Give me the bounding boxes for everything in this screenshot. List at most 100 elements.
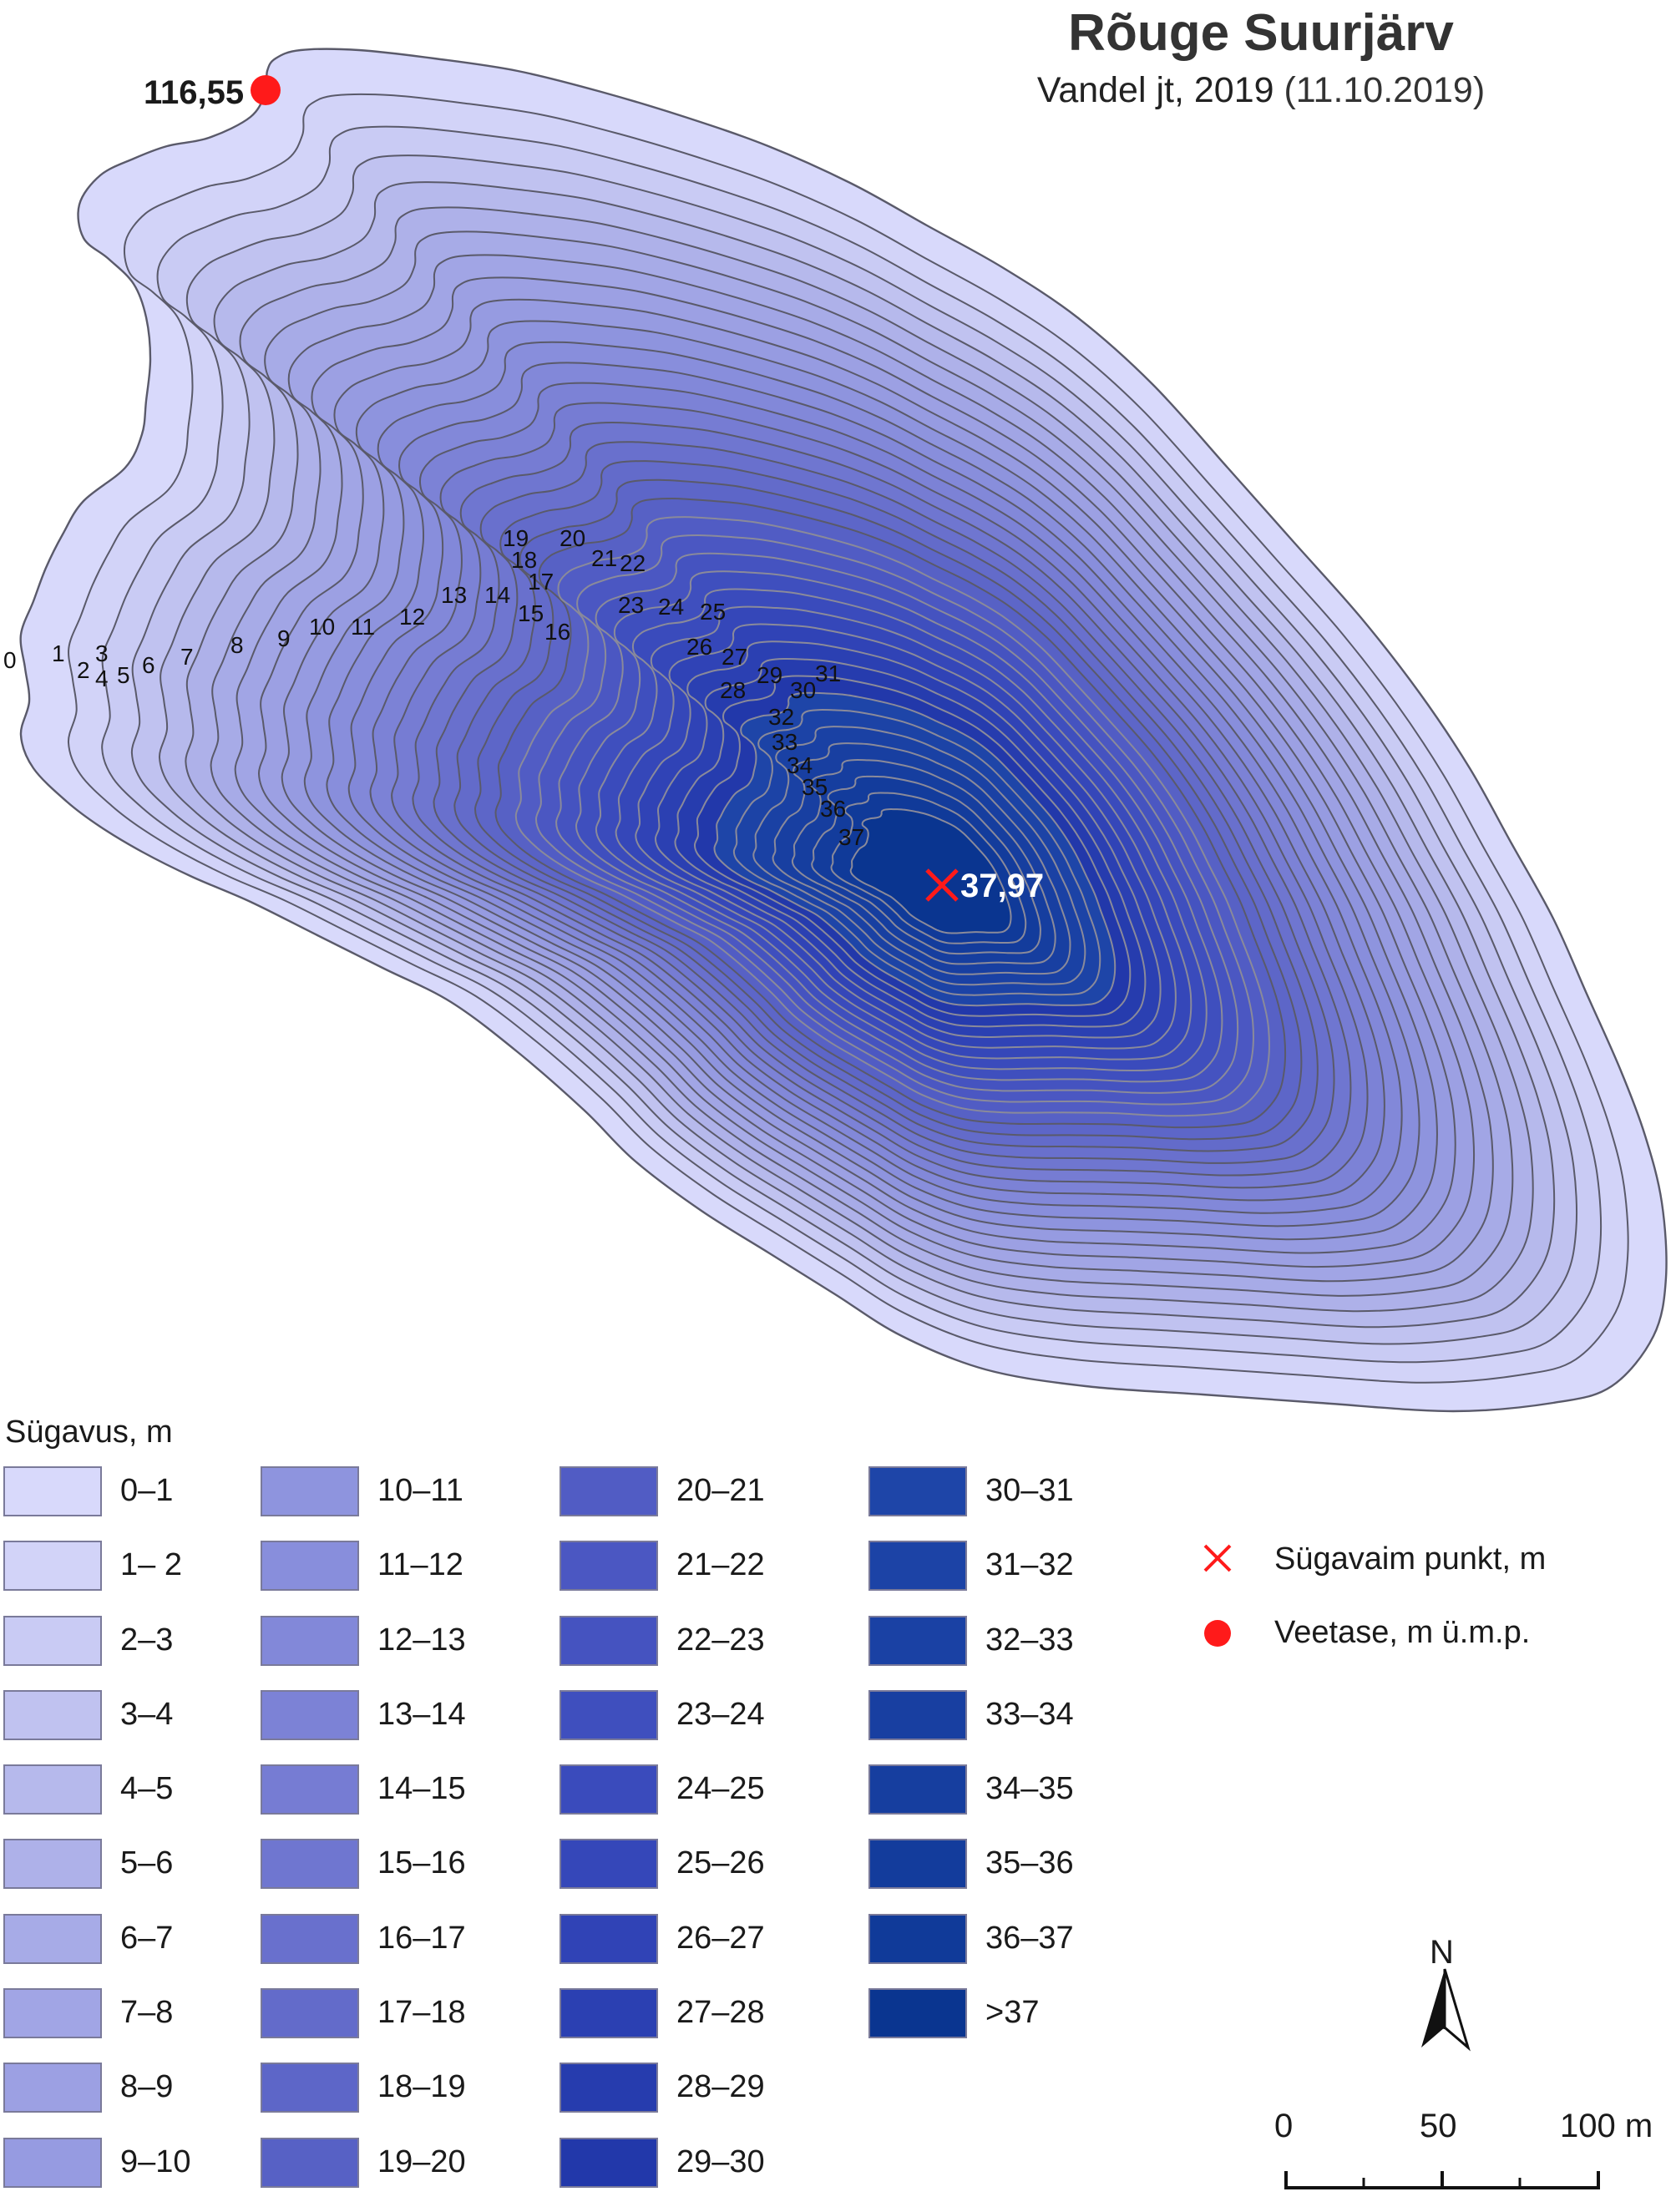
map-title: Rõuge Suurjärv — [1002, 3, 1520, 63]
scale-label-50: 50 — [1420, 2108, 1457, 2145]
legend-title: Sügavus, m — [5, 1415, 173, 1450]
legend-label: 6–7 — [120, 1921, 173, 1956]
legend-label: 19–20 — [377, 2144, 466, 2180]
map-subtitle: Vandel jt, 2019 (11.10.2019) — [960, 70, 1562, 111]
legend-swatch — [560, 1690, 658, 1740]
scale-label-100: 100 m — [1560, 2108, 1653, 2145]
water-level-label: 116,55 — [144, 74, 244, 111]
legend-label: 7–8 — [120, 1995, 173, 2031]
legend-label: 32–33 — [985, 1622, 1074, 1658]
scale-bar — [1278, 2154, 1628, 2196]
legend-label: 27–28 — [676, 1995, 765, 2031]
contour-label: 31 — [815, 661, 841, 686]
legend-label: 22–23 — [676, 1622, 765, 1658]
legend-swatch — [868, 1839, 967, 1889]
legend-swatch — [560, 1988, 658, 2038]
legend-label: 10–11 — [377, 1473, 463, 1509]
contour-label: 23 — [618, 592, 644, 618]
legend-swatch — [3, 2063, 102, 2113]
legend-swatch — [3, 1839, 102, 1889]
legend-swatch — [560, 2063, 658, 2113]
contour-label: 7 — [180, 644, 194, 670]
legend-label: 17–18 — [377, 1995, 466, 2031]
legend-swatch — [560, 1839, 658, 1889]
contour-label: 5 — [117, 662, 130, 688]
legend-swatch — [261, 2063, 359, 2113]
contour-label: 8 — [230, 632, 244, 658]
contour-label: 29 — [757, 662, 782, 688]
contour-label: 10 — [309, 614, 335, 640]
legend-label: 23–24 — [676, 1697, 765, 1733]
legend-swatch — [3, 1616, 102, 1666]
legend-label: 4–5 — [120, 1771, 173, 1807]
legend-swatch — [868, 1541, 967, 1591]
water-level-legend-label: Veetase, m ü.m.p. — [1274, 1615, 1530, 1651]
legend-swatch — [560, 1914, 658, 1964]
legend-label: 29–30 — [676, 2144, 765, 2180]
legend-label: 12–13 — [377, 1622, 466, 1658]
legend-label: 34–35 — [985, 1771, 1074, 1807]
contour-label: 30 — [790, 677, 816, 703]
legend-swatch — [3, 1764, 102, 1815]
contour-label: 0 — [3, 647, 17, 673]
legend-swatch — [560, 1541, 658, 1591]
legend-label: 30–31 — [985, 1473, 1074, 1509]
contour-label: 16 — [544, 619, 570, 645]
contour-label: 32 — [768, 704, 794, 730]
legend-label: 25–26 — [676, 1845, 765, 1881]
contour-label: 1 — [52, 640, 65, 666]
legend-label: 20–21 — [676, 1473, 765, 1509]
contour-label: 33 — [772, 729, 797, 755]
legend-label: 36–37 — [985, 1921, 1074, 1956]
deepest-point-legend-label: Sügavaim punkt, m — [1274, 1541, 1546, 1577]
legend-label: 14–15 — [377, 1771, 466, 1807]
north-label: N — [1430, 1934, 1454, 1972]
contour-label: 22 — [620, 550, 646, 576]
contour-label: 37 — [838, 824, 864, 850]
contour-label: 28 — [720, 677, 746, 703]
legend-label: 9–10 — [120, 2144, 191, 2180]
legend-label: 35–36 — [985, 1845, 1074, 1881]
legend-label: 18–19 — [377, 2069, 466, 2105]
contour-label: 21 — [591, 545, 617, 571]
deepest-point-label: 37,97 — [960, 868, 1044, 904]
contour-label: 6 — [142, 652, 155, 678]
contour-label: 25 — [700, 599, 726, 625]
contour-label: 20 — [560, 525, 585, 551]
red-x-icon — [1203, 1543, 1233, 1573]
legend-swatch — [3, 1914, 102, 1964]
legend-label: 1– 2 — [120, 1547, 182, 1583]
legend-swatch — [560, 1616, 658, 1666]
contour-label: 4 — [95, 666, 109, 691]
contour-label: 2 — [77, 657, 90, 683]
legend-label: 5–6 — [120, 1845, 173, 1881]
legend-label: 2–3 — [120, 1622, 173, 1658]
scale-label-0: 0 — [1274, 2108, 1293, 2145]
legend-label: 24–25 — [676, 1771, 765, 1807]
legend-label: 31–32 — [985, 1547, 1074, 1583]
contour-label: 24 — [658, 594, 684, 620]
legend-swatch — [560, 2138, 658, 2188]
legend-label: 8–9 — [120, 2069, 173, 2105]
legend-swatch — [868, 1690, 967, 1740]
legend-swatch — [261, 1690, 359, 1740]
legend-swatch — [868, 1988, 967, 2038]
legend-label: >37 — [985, 1995, 1039, 2031]
contour-label: 36 — [820, 796, 846, 822]
legend-swatch — [3, 1541, 102, 1591]
legend-label: 15–16 — [377, 1845, 466, 1881]
contour-label: 13 — [441, 582, 467, 608]
legend-swatch — [261, 1616, 359, 1666]
water-level-marker — [251, 75, 281, 105]
legend-swatch — [3, 1466, 102, 1516]
legend-swatch — [868, 1764, 967, 1815]
legend-label: 13–14 — [377, 1697, 466, 1733]
contour-label: 14 — [484, 582, 510, 608]
legend-swatch — [261, 1541, 359, 1591]
legend-label: 16–17 — [377, 1921, 466, 1956]
legend-label: 3–4 — [120, 1697, 173, 1733]
legend-label: 11–12 — [377, 1547, 463, 1583]
subtitle-main: Vandel jt, 2019 — [1037, 70, 1274, 110]
legend-swatch — [868, 1914, 967, 1964]
contour-label: 15 — [518, 600, 544, 626]
